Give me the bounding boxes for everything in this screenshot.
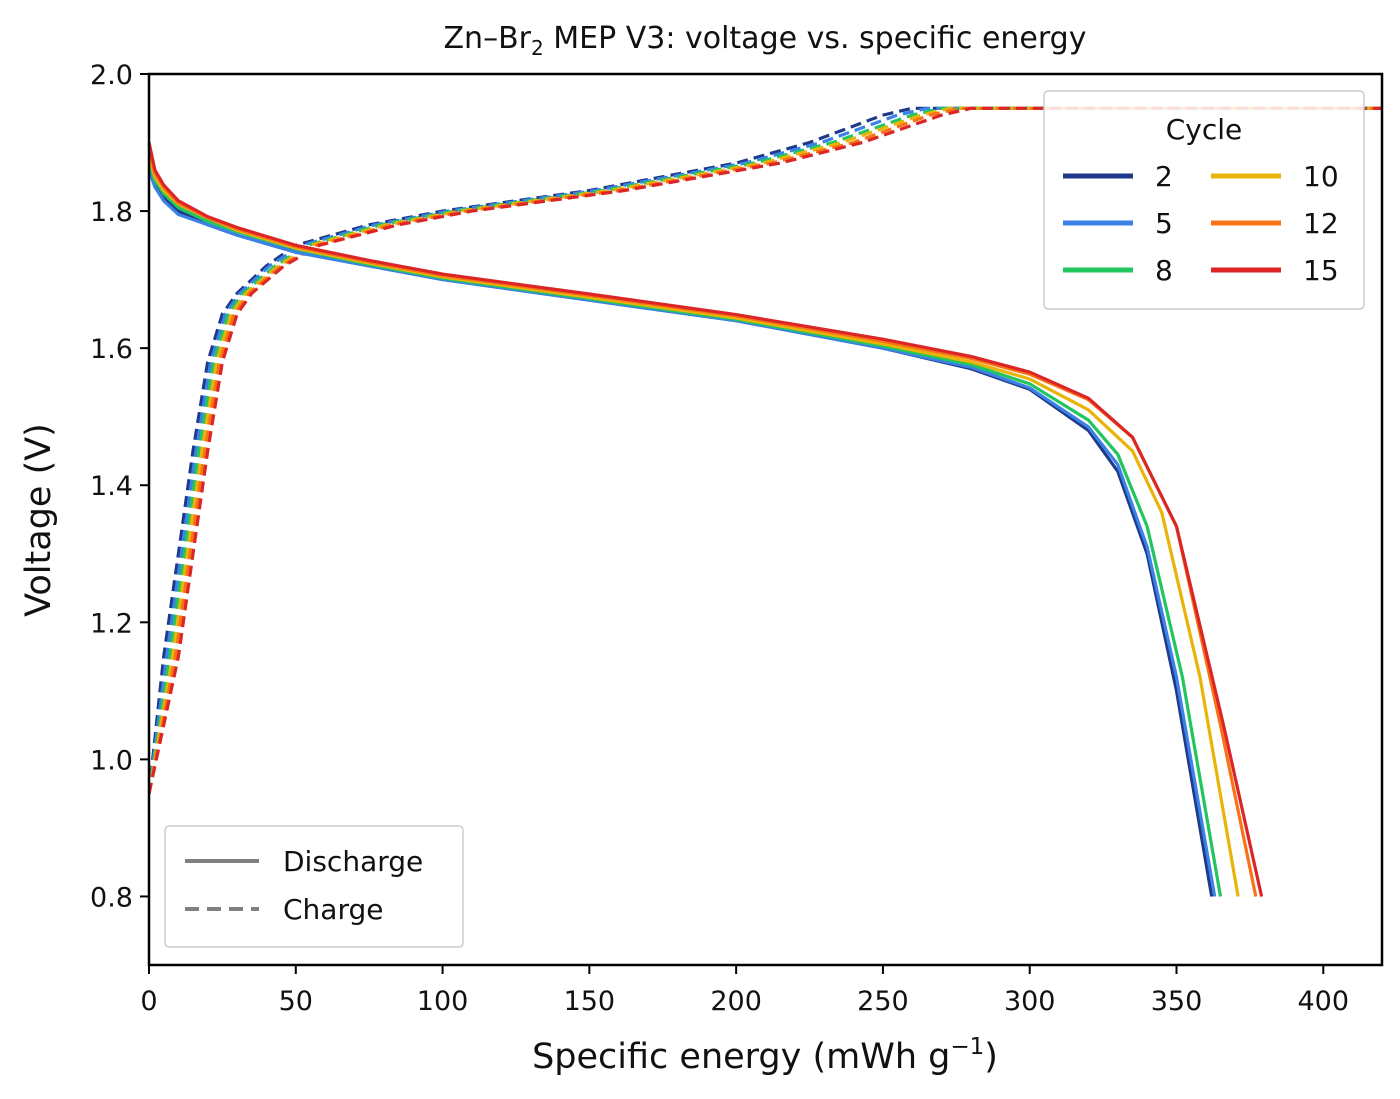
x-tick-label: 100 [417,986,469,1017]
plot-frame [147,72,1384,967]
y-tick-label: 1.0 [90,745,133,776]
x-axis-label-main: Specific energy (mWh g [532,1037,950,1077]
charge-line-cycle-8 [149,106,1382,794]
cycle-legend-label-8: 8 [1155,254,1173,287]
style-legend-discharge-label: Discharge [283,845,423,878]
y-tick-label: 1.8 [90,197,133,228]
discharge-line-cycle-15 [149,142,1264,897]
x-tick-label: 150 [564,986,616,1017]
cycle-legend-label-10: 10 [1303,160,1339,193]
y-tick-label: 1.4 [90,471,133,502]
charge-line-cycle-2 [149,106,1382,794]
style-legend-box [164,825,464,948]
x-tick-label: 400 [1298,986,1350,1017]
cycle-legend-label-12: 12 [1303,207,1339,240]
x-axis-label: Specific energy (mWh g−1) [532,1034,998,1077]
chart-title: Zn–Br2 MEP V3: voltage vs. specific ener… [444,21,1087,60]
cycle-legend-label-2: 2 [1155,160,1173,193]
x-tick-label: 0 [140,986,157,1017]
chart-title-main: Zn–Br [444,21,532,56]
cycle-legend: Cycle 2 5 8 10 12 15 [1043,90,1365,310]
cycle-legend-box [1043,90,1365,310]
y-tick-label: 0.8 [90,882,133,913]
charge-line-cycle-5 [149,106,1382,794]
x-tick-label: 250 [857,986,909,1017]
x-tick-label: 50 [279,986,313,1017]
y-tick-label: 1.2 [90,608,133,639]
cycle-legend-entries: 2 5 8 10 12 15 [1063,160,1339,287]
x-tick-label: 350 [1151,986,1203,1017]
y-axis-ticks: 0.8 1.0 1.2 1.4 1.6 1.8 2.0 [90,60,149,913]
charge-line-cycle-15 [149,106,1382,795]
style-legend: Discharge Charge [164,825,464,948]
chart-title-subscript: 2 [531,36,544,60]
cycle-legend-label-15: 15 [1303,254,1339,287]
cycle-legend-label-5: 5 [1155,207,1173,240]
x-axis-label-end: ) [984,1037,998,1077]
cycle-legend-title: Cycle [1166,113,1243,146]
x-tick-label: 200 [710,986,762,1017]
y-tick-label: 2.0 [90,60,133,91]
chart-title-rest: MEP V3: voltage vs. specific energy [544,21,1087,56]
x-tick-label: 300 [1004,986,1056,1017]
y-axis-label: Voltage (V) [19,423,59,617]
y-tick-label: 1.6 [90,334,133,365]
style-legend-charge-label: Charge [283,893,383,926]
x-axis-label-superscript: −1 [950,1034,984,1060]
x-axis-ticks: 0 50 100 150 200 250 300 350 400 [140,965,1349,1017]
curves-group [149,106,1382,897]
